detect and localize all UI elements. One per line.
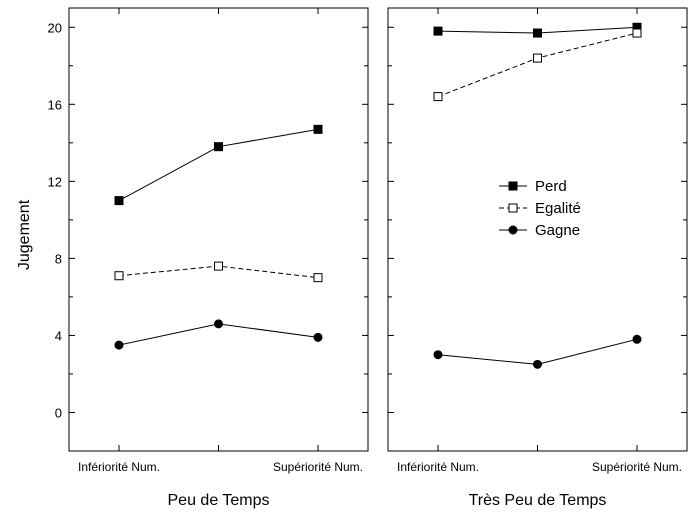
data-point-egalite xyxy=(214,261,223,271)
data-point-perd xyxy=(533,28,542,38)
y-axis-label: Jugement xyxy=(16,199,33,270)
y-tick-label: 0 xyxy=(55,405,62,420)
y-tick-label: 20 xyxy=(48,20,62,35)
x-axis-label: Peu de Temps xyxy=(168,492,270,509)
data-point-perd xyxy=(114,196,124,206)
series-line-perd xyxy=(118,128,319,202)
x-tick-label: Supériorité Num. xyxy=(592,460,682,474)
data-point-perd xyxy=(313,124,323,134)
x-tick-label: Infériorité Num. xyxy=(78,460,160,474)
data-point-gagne xyxy=(313,332,323,342)
plot-frame xyxy=(68,7,369,452)
x-tick-label: Infériorité Num. xyxy=(397,460,479,474)
y-tick-label: 16 xyxy=(48,97,62,112)
data-point-gagne xyxy=(632,334,642,344)
x-tick-label: Supériorité Num. xyxy=(273,460,363,474)
data-point-gagne xyxy=(433,350,443,360)
data-point-perd xyxy=(433,26,443,36)
legend-marker-gagne xyxy=(508,225,518,235)
data-point-gagne xyxy=(114,340,124,350)
y-tick-label: 8 xyxy=(55,251,62,266)
legend-label-perd: Perd xyxy=(535,178,567,195)
legend-label-gagne: Gagne xyxy=(535,222,580,239)
legend: Perd Egalité Gagne xyxy=(499,178,581,239)
legend-marker-perd xyxy=(508,181,518,191)
series-line-egalite xyxy=(437,32,638,98)
data-point-egalite xyxy=(433,92,443,102)
panel-peu-de-temps: 0 4 8 12 16 20 Infériorité Num. Supériorité Num… xyxy=(48,7,369,509)
data-point-egalite xyxy=(632,28,642,38)
x-axis-label: Très Peu de Temps xyxy=(469,492,607,509)
data-point-gagne xyxy=(214,319,223,329)
data-point-egalite xyxy=(533,53,542,63)
data-point-egalite xyxy=(114,271,124,281)
legend-marker-egalite xyxy=(508,203,518,213)
y-tick-label: 4 xyxy=(55,328,62,343)
panel-tres-peu-de-temps: Infériorité Num. Supériorité Num. Très Peu… xyxy=(387,7,688,509)
legend-label-egalite: Egalité xyxy=(535,200,581,217)
data-point-egalite xyxy=(313,273,323,283)
y-tick-label: 12 xyxy=(48,174,62,189)
data-point-perd xyxy=(214,142,223,152)
data-point-gagne xyxy=(533,359,542,369)
